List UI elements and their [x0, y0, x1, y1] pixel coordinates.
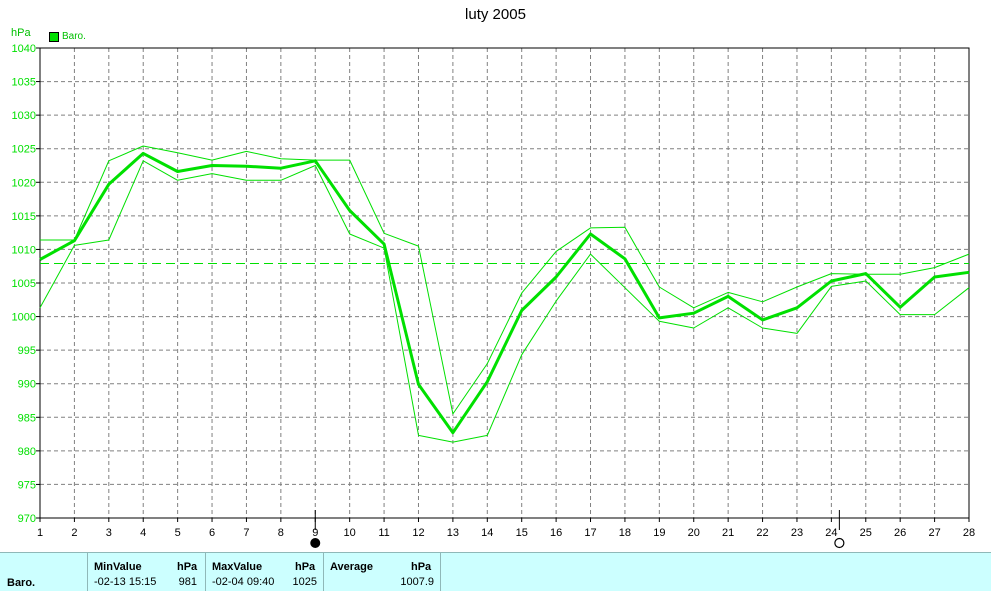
x-tick-label: 10: [344, 527, 356, 539]
series-line-max: [40, 145, 970, 415]
x-tick-label: 23: [791, 527, 803, 539]
y-tick-label: 980: [18, 446, 36, 458]
max-value: 1025: [292, 576, 317, 588]
min-when: -02-13 15:15: [94, 576, 157, 588]
x-tick-label: 4: [140, 527, 146, 539]
x-tick-label: 21: [722, 527, 734, 539]
plot-border: [39, 47, 970, 519]
min-unit: hPa: [177, 561, 198, 573]
x-tick-label: 24: [825, 527, 837, 539]
y-tick-label: 995: [18, 345, 36, 357]
x-tick-label: 5: [175, 527, 181, 539]
x-tick-label: 19: [653, 527, 665, 539]
x-tick-label: 20: [688, 527, 700, 539]
x-tick-label: 9: [312, 527, 318, 539]
x-tick-label: 28: [963, 527, 975, 539]
y-tick-label: 985: [18, 412, 36, 424]
x-tick-label: 27: [928, 527, 940, 539]
x-tick-label: 7: [243, 527, 249, 539]
x-tick-label: 26: [894, 527, 906, 539]
chart-title: luty 2005: [465, 6, 526, 23]
x-tick-label: 13: [447, 527, 459, 539]
x-tick-label: 16: [550, 527, 562, 539]
y-tick-label: 1005: [12, 278, 36, 290]
x-tick-label: 3: [106, 527, 112, 539]
x-tick-label: 11: [378, 527, 389, 539]
stats-avg-cell: Average hPa 1007.9: [324, 553, 441, 591]
x-tick-label: 1: [37, 527, 43, 539]
min-header: MinValue: [94, 561, 142, 573]
pressure-chart: 9709759809859909951000100510101015102010…: [12, 43, 975, 549]
y-tick-label: 1015: [12, 211, 36, 223]
x-tick-label: 6: [209, 527, 215, 539]
series-line-min: [39, 160, 970, 443]
y-tick-label: 970: [18, 513, 36, 525]
y-tick-label: 1000: [12, 312, 36, 324]
avg-unit: hPa: [411, 561, 432, 573]
x-tick-label: 18: [619, 527, 631, 539]
stats-max-cell: MaxValue hPa -02-04 09:40 1025: [206, 553, 324, 591]
x-tick-label: 2: [71, 527, 77, 539]
x-tick-label: 14: [481, 527, 493, 539]
y-tick-label: 990: [18, 379, 36, 391]
stats-row-label: Baro.: [7, 577, 36, 589]
series-line-mean: [39, 151, 970, 435]
max-when: -02-04 09:40: [212, 576, 275, 588]
max-header: MaxValue: [212, 561, 263, 573]
stats-panel: Baro. MinValue hPa -02-13 15:15 981 MaxV…: [0, 552, 991, 591]
stats-label-cell: Baro.: [0, 553, 88, 591]
y-tick-label: 1040: [12, 43, 36, 55]
avg-header: Average: [330, 561, 374, 573]
x-tick-label: 8: [278, 527, 284, 539]
stats-min-cell: MinValue hPa -02-13 15:15 981: [88, 553, 206, 591]
x-tick-label: 17: [584, 527, 596, 539]
y-tick-label: 1020: [12, 177, 36, 189]
x-tick-label: 25: [860, 527, 872, 539]
legend-label: Baro.: [62, 31, 86, 42]
y-tick-label: 1030: [12, 110, 36, 122]
min-value: 981: [178, 576, 197, 588]
x-tick-label: 12: [412, 527, 424, 539]
y-tick-label: 975: [18, 479, 36, 491]
x-tick-label: 22: [756, 527, 768, 539]
y-tick-label: 1035: [12, 77, 36, 89]
legend-swatch: [49, 31, 59, 42]
legend[interactable]: Baro.: [49, 31, 86, 42]
day-marker-filled: [310, 538, 321, 548]
x-tick-label: 15: [516, 527, 528, 539]
day-marker-open: [834, 537, 845, 549]
y-axis-unit-label: hPa: [11, 27, 31, 39]
y-tick-label: 1010: [12, 244, 36, 256]
y-tick-label: 1025: [12, 144, 36, 156]
max-unit: hPa: [295, 561, 316, 573]
avg-value: 1007.9: [400, 576, 434, 588]
